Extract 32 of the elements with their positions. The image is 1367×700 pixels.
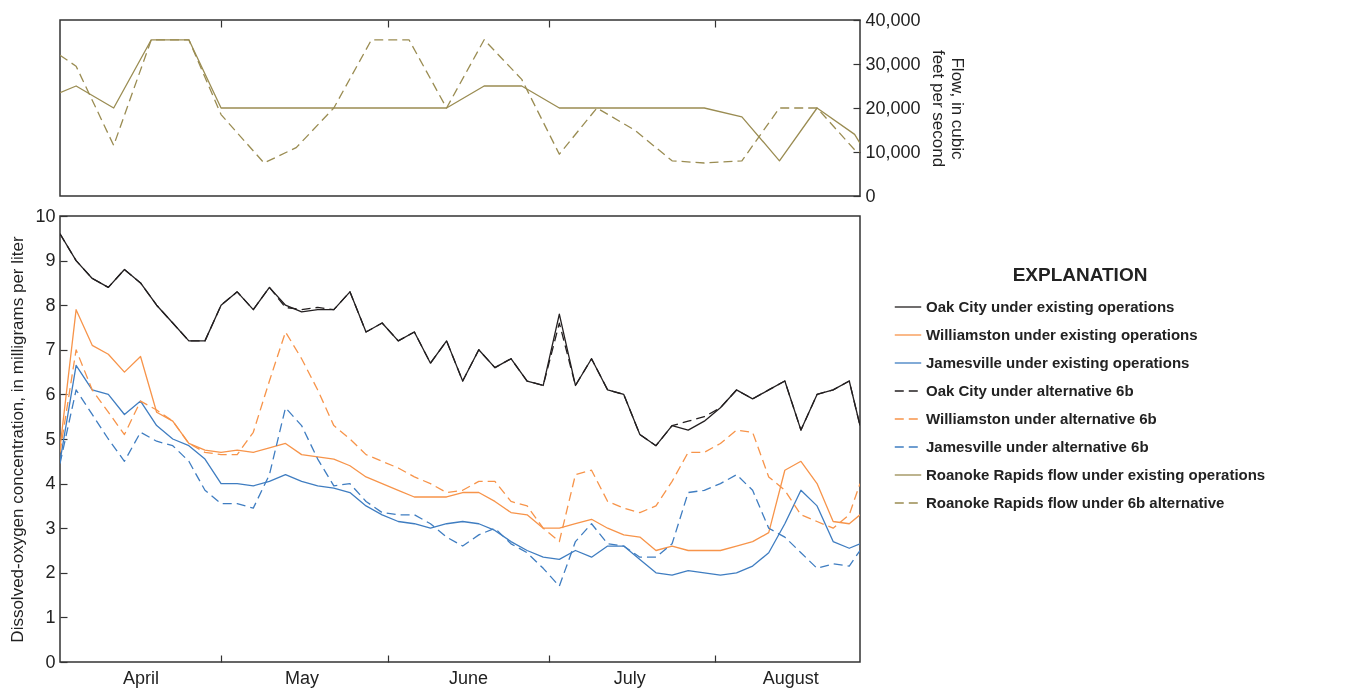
y-axis-title: Dissolved-oxygen concentration, in milligrams per liter (8, 236, 28, 643)
y-tick-label: 0 (865, 185, 876, 206)
legend-label: Oak City under alternative 6b (926, 382, 1134, 399)
x-tick-label: July (613, 667, 646, 688)
x-tick-label: April (123, 667, 160, 688)
legend-label: Oak City under existing operations (926, 298, 1175, 315)
y-tick-label: 10,000 (865, 141, 921, 162)
legend-label: Jamesville under alternative 6b (926, 438, 1149, 455)
y-tick-label: 7 (45, 339, 56, 360)
y-tick-label: 0 (45, 651, 56, 672)
y-tick-label: 3 (45, 517, 56, 538)
legend-label: Williamston under alternative 6b (926, 410, 1157, 427)
y-tick-label: 6 (45, 383, 56, 404)
y-tick-label: 5 (45, 428, 56, 449)
legend-label: Roanoke Rapids flow under 6b alternative (926, 494, 1225, 511)
legend-label: Williamston under existing operations (926, 326, 1198, 343)
y2-axis-title: Flow, in cubic feet per second (928, 49, 967, 168)
legend-label: Jamesville under existing operations (926, 354, 1190, 371)
x-tick-label: June (449, 667, 489, 688)
y-tick-label: 4 (45, 473, 56, 494)
y-tick-label: 8 (45, 294, 56, 315)
x-tick-label: August (762, 667, 819, 688)
legend-title: EXPLANATION (1012, 264, 1148, 285)
y-tick-label: 30,000 (865, 53, 921, 74)
x-tick-label: May (285, 667, 320, 688)
y-tick-label: 1 (45, 606, 56, 627)
y-tick-label: 40,000 (865, 9, 921, 30)
y-tick-label: 2 (45, 562, 56, 583)
legend-label: Roanoke Rapids flow under existing operations (926, 466, 1266, 483)
y-tick-label: 20,000 (865, 97, 921, 118)
y-tick-label: 10 (35, 205, 56, 226)
y-tick-label: 9 (45, 250, 56, 271)
